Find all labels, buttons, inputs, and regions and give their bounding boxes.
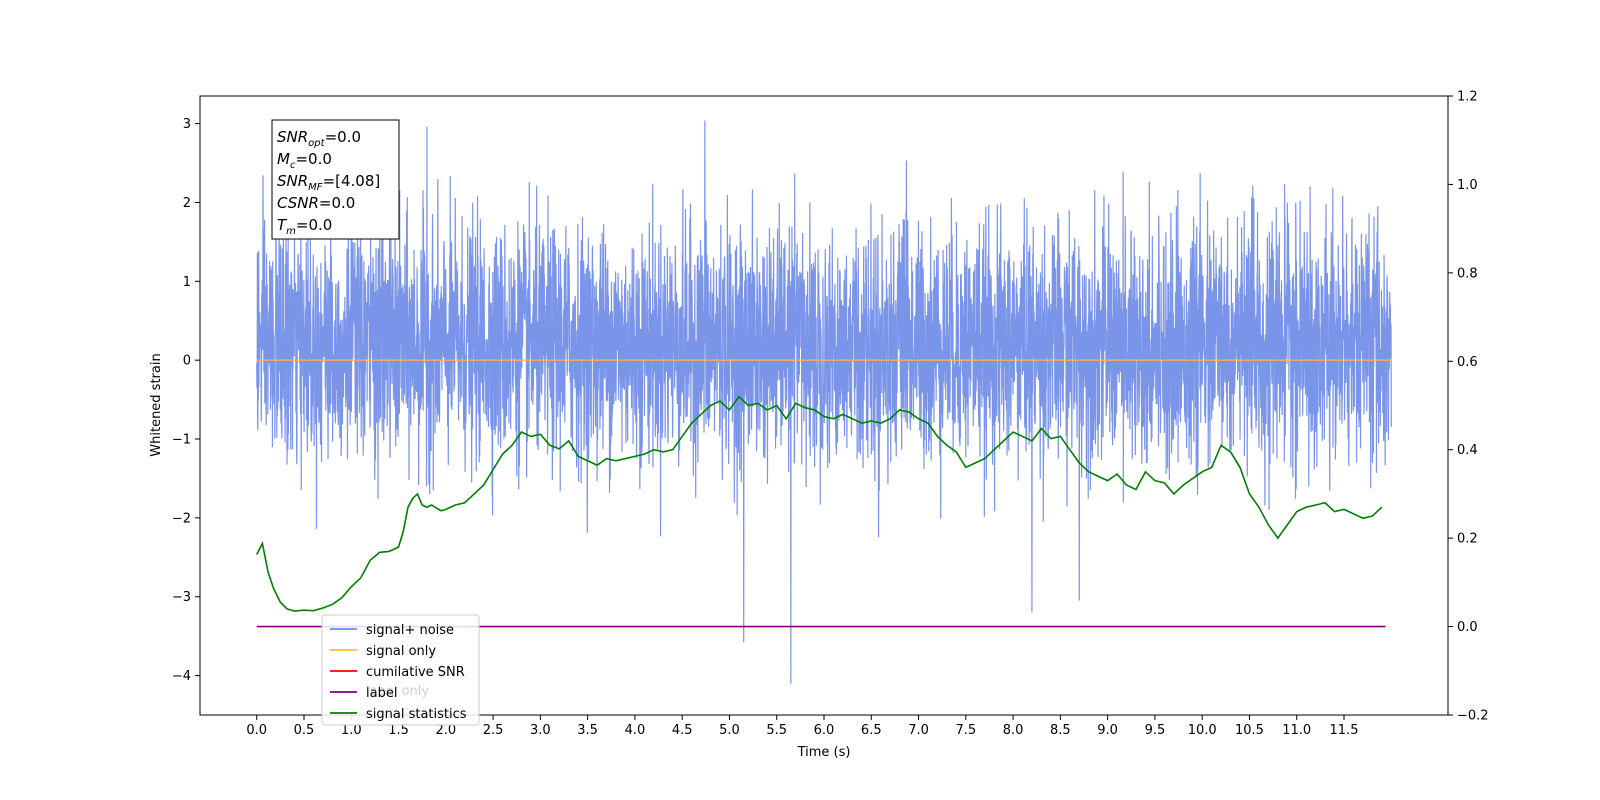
y2-tick-label: 0.6	[1457, 355, 1478, 370]
x-tick-label: 9.5	[1145, 723, 1166, 738]
y-tick-label: 1	[183, 275, 191, 290]
series-signal-statistics	[256, 395, 1383, 612]
x-axis-label: Time (s)	[797, 745, 851, 760]
y2-tick-label: 1.2	[1457, 90, 1478, 105]
x-tick-label: 10.0	[1188, 723, 1217, 738]
x-tick-label: 4.5	[672, 723, 693, 738]
x-tick-label: 8.5	[1050, 723, 1071, 738]
x-tick-label: 5.0	[719, 723, 740, 738]
x-tick-label: 7.0	[908, 723, 929, 738]
x-tick-label: 0.5	[294, 723, 315, 738]
x-tick-label: 2.5	[483, 723, 504, 738]
y-tick-label: −1	[172, 433, 191, 448]
legend-label: signal only	[366, 644, 436, 659]
y2-tick-label: 1.0	[1457, 178, 1478, 193]
x-tick-label: 11.5	[1330, 723, 1359, 738]
y-axis-left: −4 −3 −2 −1 0 1 2 3	[172, 117, 200, 684]
x-tick-label: 11.0	[1282, 723, 1311, 738]
y-tick-label: 2	[183, 196, 191, 211]
legend-label: label	[366, 686, 397, 701]
legend: label only signal+ noise signal only cumil…	[321, 614, 480, 726]
x-tick-label: 1.0	[341, 723, 362, 738]
x-axis: 0.0 0.5 1.0 1.5 2.0 2.5 3.0 3.5 4.0 4.5 5.0 5.5 6.0 6…	[246, 715, 1358, 738]
annotation-line: SNRopt=0.0	[277, 128, 361, 149]
x-tick-label: 6.0	[814, 723, 835, 738]
x-tick-label: 4.0	[625, 723, 646, 738]
annotation-line: CSNR=0.0	[277, 194, 355, 212]
y2-tick-label: 0.4	[1457, 443, 1478, 458]
legend-label: cumilative SNR	[366, 665, 465, 680]
y-tick-label: −3	[172, 590, 191, 605]
x-tick-label: 7.5	[955, 723, 976, 738]
annotation-line: Tm=0.0	[277, 216, 332, 237]
legend-label: signal statistics	[366, 707, 467, 722]
y2-tick-label: 0.2	[1457, 532, 1478, 547]
x-tick-label: 0.0	[246, 723, 267, 738]
x-tick-label: 10.5	[1235, 723, 1264, 738]
x-tick-label: 9.0	[1097, 723, 1118, 738]
x-tick-label: 3.5	[577, 723, 598, 738]
y2-tick-label: 0.0	[1457, 620, 1478, 635]
legend-label: signal+ noise	[366, 623, 454, 638]
x-tick-label: 5.5	[766, 723, 787, 738]
y2-tick-label: 0.8	[1457, 266, 1478, 281]
y-axis-right: −0.2 0.0 0.2 0.4 0.6 0.8 1.0 1.2	[1448, 90, 1489, 724]
annotation-line: Mc=0.0	[277, 150, 332, 171]
legend-hidden-text: label only	[366, 684, 429, 699]
x-tick-label: 3.0	[530, 723, 551, 738]
x-tick-label: 8.0	[1003, 723, 1024, 738]
y-axis-label: Whitened strain	[149, 353, 164, 456]
series-signal-noise	[256, 120, 1392, 684]
x-tick-label: 2.0	[435, 723, 456, 738]
legend-frame	[321, 614, 480, 726]
x-tick-label: 1.5	[388, 723, 409, 738]
y-tick-label: 0	[183, 354, 191, 369]
annotation-line: SNRMF=[4.08]	[277, 172, 380, 193]
x-tick-label: 6.5	[861, 723, 882, 738]
y-tick-label: −4	[172, 669, 191, 684]
y-tick-label: −2	[172, 511, 191, 526]
y-tick-label: 3	[183, 117, 191, 132]
y2-tick-label: −0.2	[1457, 709, 1489, 724]
